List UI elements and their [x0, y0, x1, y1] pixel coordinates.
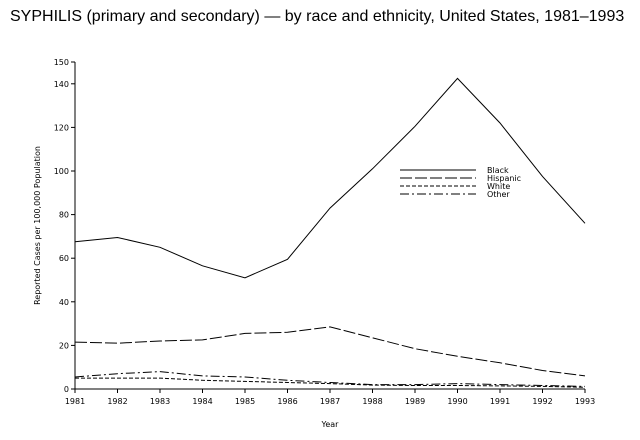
y-tick-label: 40 [59, 298, 69, 307]
y-tick-label: 120 [54, 123, 69, 132]
y-tick-label: 150 [54, 58, 69, 67]
series-line-other [74, 371, 586, 387]
y-tick-label: 60 [59, 254, 69, 263]
series-line-hispanic [74, 326, 586, 377]
y-axis-label: Reported Cases per 100,000 Population [33, 146, 42, 305]
x-tick-label: 1992 [532, 397, 552, 406]
x-tick-label: 1987 [320, 397, 340, 406]
x-tick-label: 1983 [150, 397, 170, 406]
y-tick-label: 100 [54, 167, 69, 176]
x-tick-label: 1990 [447, 397, 467, 406]
x-tick-label: 1993 [575, 397, 595, 406]
x-tick-label: 1984 [192, 397, 212, 406]
x-tick-label: 1989 [405, 397, 425, 406]
series-line-white [75, 377, 586, 388]
x-axis-label: Year [321, 420, 340, 429]
chart-title: SYPHILIS (primary and secondary) — by ra… [10, 8, 625, 25]
legend-label-hispanic: Hispanic [487, 174, 521, 183]
x-tick-label: 1991 [490, 397, 510, 406]
y-tick-label: 80 [59, 211, 69, 220]
chart-axes: 0 20 40 60 80 100 120 140 150 1981 1982 1983 1984 198… [33, 58, 595, 429]
legend-label-black: Black [487, 166, 509, 175]
x-tick-label: 1985 [235, 397, 255, 406]
legend-label-white: White [487, 182, 510, 191]
series-line-black [74, 77, 586, 279]
y-tick-label: 0 [64, 385, 69, 394]
y-tick-label: 20 [59, 341, 69, 350]
legend-label-other: Other [487, 190, 510, 199]
x-tick-label: 1981 [65, 397, 85, 406]
x-tick-label: 1986 [277, 397, 297, 406]
chart-series [74, 77, 586, 388]
x-tick-label: 1988 [362, 397, 382, 406]
x-tick-label: 1982 [107, 397, 127, 406]
y-tick-label: 140 [54, 80, 69, 89]
